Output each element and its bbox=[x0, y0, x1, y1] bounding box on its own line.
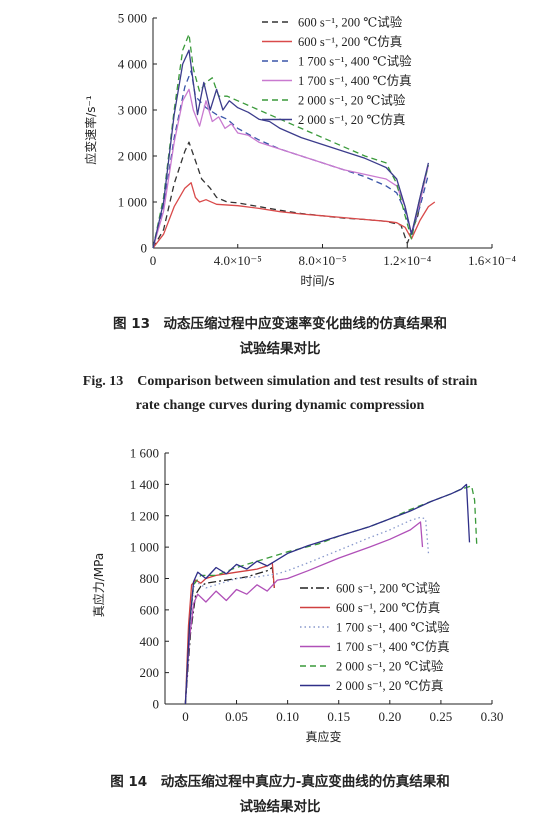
c1-series-line-6 bbox=[184, 483, 471, 705]
fig14-caption-cn-2: 试验结果对比 bbox=[239, 799, 321, 815]
c0-y-tick-label: 5 000 bbox=[118, 11, 147, 26]
c0-x-tick-label: 4.0×10⁻⁵ bbox=[214, 253, 262, 268]
c0-series-line-3 bbox=[152, 70, 430, 249]
c1-y-tick-label: 1 400 bbox=[130, 477, 159, 492]
c1-x-tick-label: 0 bbox=[182, 709, 189, 724]
c0-series-line-4 bbox=[152, 88, 430, 249]
c0-legend-label-4: 1 700 s⁻¹, 400 ℃仿真 bbox=[298, 74, 412, 88]
c1-y-tick-label: 400 bbox=[140, 634, 160, 649]
c1-y-tick-label: 1 600 bbox=[130, 446, 159, 461]
c0-series-line-1 bbox=[152, 141, 425, 249]
c0-x-axis-label: 时间/s bbox=[300, 274, 334, 288]
stress-strain-chart: 0 0.05 0.10 0.15 0.20 0.25 0.30 0 200 400 600 800 1 … bbox=[91, 446, 504, 745]
fig14-caption-cn-1: 图 14 动态压缩过程中真应力-真应变曲线的仿真结果和 bbox=[110, 774, 450, 790]
c0-legend-label-6: 2 000 s⁻¹, 20 ℃仿真 bbox=[298, 113, 405, 127]
c1-x-tick-label: 0.30 bbox=[481, 709, 504, 724]
c0-y-tick-label: 4 000 bbox=[118, 57, 147, 72]
fig13-caption-cn-1: 图 13 动态压缩过程中应变速率变化曲线的仿真结果和 bbox=[113, 316, 447, 332]
c1-x-tick-label: 0.20 bbox=[378, 709, 401, 724]
c1-y-tick-label: 200 bbox=[140, 665, 160, 680]
c1-legend-label-1: 600 s⁻¹, 200 ℃试验 bbox=[336, 581, 441, 596]
c1-y-axis-label: 真应力/MPa bbox=[91, 553, 106, 617]
c0-x-tick-label: 1.6×10⁻⁴ bbox=[468, 253, 516, 268]
c0-x-tick-label: 1.2×10⁻⁴ bbox=[383, 253, 431, 268]
c1-legend-label-2: 600 s⁻¹, 200 ℃仿真 bbox=[336, 601, 440, 615]
c0-legend-label-2: 600 s⁻¹, 200 ℃仿真 bbox=[298, 35, 402, 49]
c1-legend-label-6: 2 000 s⁻¹, 20 ℃仿真 bbox=[336, 679, 443, 693]
c0-legend-label-3: 1 700 s⁻¹, 400 ℃试验 bbox=[298, 54, 412, 69]
c1-x-tick-label: 0.05 bbox=[225, 709, 248, 724]
c1-x-tick-label: 0.25 bbox=[430, 709, 453, 724]
c0-legend-label-1: 600 s⁻¹, 200 ℃试验 bbox=[298, 15, 403, 30]
c1-legend-label-5: 2 000 s⁻¹, 20 ℃试验 bbox=[336, 659, 444, 674]
strain-rate-chart: 0 4.0×10⁻⁵ 8.0×10⁻⁵ 1.2×10⁻⁴ 1.6×10⁻⁴ 0 1 000 2… bbox=[83, 11, 516, 289]
c1-legend-label-3: 1 700 s⁻¹, 400 ℃试验 bbox=[336, 620, 450, 635]
c1-series-line-4 bbox=[184, 521, 424, 705]
c0-y-tick-label: 3 000 bbox=[118, 103, 147, 118]
c0-y-tick-label: 2 000 bbox=[118, 149, 147, 164]
c0-series-line-2 bbox=[152, 182, 436, 249]
c1-y-tick-label: 800 bbox=[140, 571, 160, 586]
c1-series-line-2 bbox=[184, 562, 275, 705]
c1-y-tick-label: 1 200 bbox=[130, 508, 159, 523]
c0-x-tick-label: 8.0×10⁻⁵ bbox=[299, 253, 347, 268]
c1-x-tick-label: 0.10 bbox=[276, 709, 299, 724]
c1-x-axis-label: 真应变 bbox=[305, 729, 341, 744]
c1-y-tick-label: 1 000 bbox=[130, 540, 159, 555]
fig13-caption-en-2: rate change curves during dynamic compre… bbox=[135, 398, 425, 413]
c0-y-tick-label: 1 000 bbox=[118, 195, 147, 210]
c1-y-tick-label: 600 bbox=[140, 602, 160, 617]
c0-y-tick-label: 0 bbox=[141, 241, 148, 256]
c1-y-tick-label: 0 bbox=[153, 697, 160, 712]
c0-series-line-5 bbox=[152, 33, 430, 249]
c1-x-tick-label: 0.15 bbox=[327, 709, 350, 724]
c1-series-line-1 bbox=[184, 566, 275, 705]
fig13-caption-cn-2: 试验结果对比 bbox=[239, 341, 321, 357]
fig13-caption-en-1: Fig. 13 Comparison between simulation an… bbox=[82, 374, 478, 389]
c0-y-axis-label: 应变速率/s⁻¹ bbox=[83, 95, 98, 165]
c0-legend-label-5: 2 000 s⁻¹, 20 ℃试验 bbox=[298, 93, 406, 108]
c0-x-tick-label: 0 bbox=[150, 253, 157, 268]
c1-legend-label-4: 1 700 s⁻¹, 400 ℃仿真 bbox=[336, 640, 450, 654]
c0-series-line-6 bbox=[152, 49, 430, 249]
